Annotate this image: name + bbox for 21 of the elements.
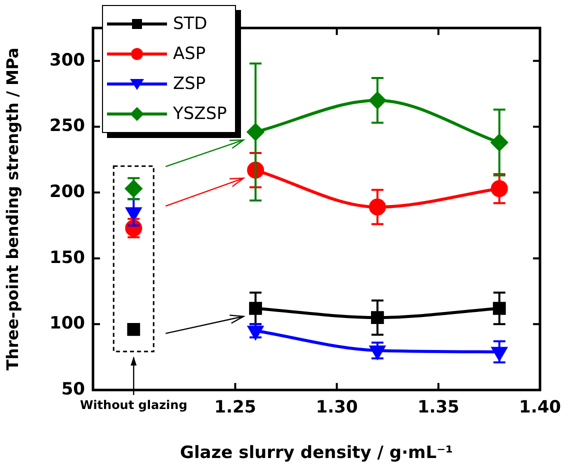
x-tick-label: 1.30 — [316, 398, 358, 418]
point — [127, 323, 140, 336]
legend-label: ASP — [173, 44, 206, 64]
x-tick-label: 1.35 — [417, 398, 460, 418]
y-tick-label: 200 — [50, 182, 86, 202]
y-tick-label: 100 — [50, 314, 86, 334]
x-tick-label: 1.40 — [519, 398, 562, 418]
y-tick-label: 50 — [61, 379, 86, 400]
y-tick-label: 150 — [50, 248, 86, 268]
legend-label: ZSP — [173, 74, 206, 94]
x-axis-title: Glaze slurry density / g·mL⁻¹ — [180, 443, 454, 464]
legend-label: YSZSP — [173, 104, 227, 124]
point — [492, 302, 506, 315]
point — [249, 302, 262, 315]
y-axis-title: Three-point bending strength / MPa — [2, 48, 22, 370]
point — [371, 311, 384, 324]
y-tick-label: 250 — [50, 116, 86, 136]
legend-label: STD — [173, 14, 208, 34]
text: Without glazing — [78, 398, 188, 412]
y-tick-label: 300 — [50, 50, 86, 70]
x-tick-label: 1.25 — [214, 398, 256, 418]
